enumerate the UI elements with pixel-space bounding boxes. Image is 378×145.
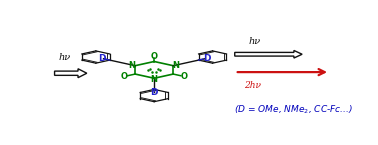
Text: 2hν: 2hν	[244, 81, 261, 90]
Polygon shape	[54, 69, 87, 78]
Text: N: N	[129, 61, 136, 70]
Text: O: O	[180, 72, 187, 81]
Text: D: D	[203, 54, 210, 63]
Text: N: N	[173, 61, 180, 70]
Text: D: D	[98, 54, 106, 63]
Text: N: N	[151, 75, 158, 84]
Polygon shape	[235, 50, 302, 58]
Text: hν: hν	[249, 37, 261, 46]
Text: O: O	[121, 72, 128, 81]
Text: (D = OMe, NMe$_2$, CC-Fc...): (D = OMe, NMe$_2$, CC-Fc...)	[234, 103, 353, 116]
Text: D: D	[150, 88, 158, 97]
Text: hν: hν	[59, 53, 71, 62]
Text: O: O	[151, 52, 158, 61]
